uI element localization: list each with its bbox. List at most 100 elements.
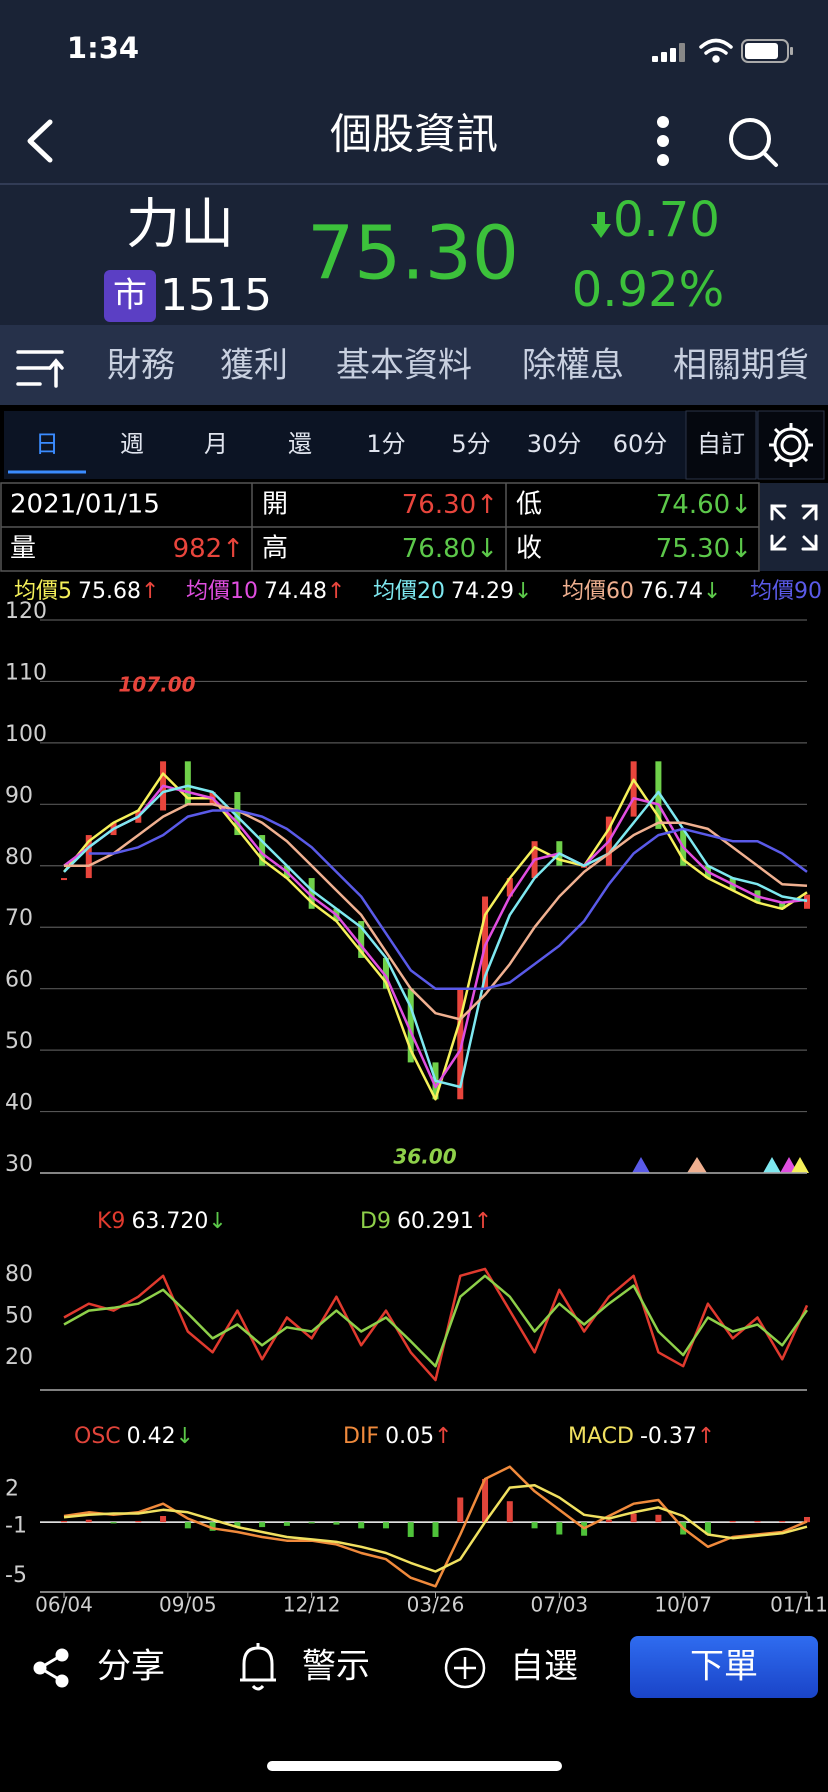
legend-arrow: ↓ <box>208 1209 226 1234</box>
legend-entry: MACD -0.37↑ <box>568 1424 715 1449</box>
tab[interactable]: 財務 <box>107 346 175 386</box>
osc-bar <box>754 1520 761 1523</box>
period-tab[interactable]: 月 <box>204 430 228 458</box>
legend-name: 均價20 <box>373 579 445 604</box>
ohlc-label: 量 <box>10 534 36 564</box>
osc-bar <box>110 1522 117 1524</box>
page-title: 個股資訊 <box>330 110 498 159</box>
y-tick-label: -5 <box>5 1563 27 1588</box>
legend-entry: 均價10 74.48↑ <box>186 579 345 604</box>
candle <box>779 902 786 909</box>
ohlc-number: 982 <box>173 534 223 564</box>
ohlc-number: 74.60 <box>656 490 730 520</box>
ohlc-value: 75.30↓ <box>656 534 752 564</box>
legend-name: K9 <box>97 1209 125 1234</box>
stock-price: 75.30 <box>307 211 519 297</box>
y-tick-label: 80 <box>5 845 33 870</box>
menu-button[interactable] <box>16 350 64 388</box>
osc-bar <box>234 1522 241 1528</box>
signal-icon <box>652 43 685 62</box>
period-tab[interactable]: 週 <box>120 430 144 458</box>
period-tab[interactable]: 日 <box>35 430 59 458</box>
y-tick-label: 50 <box>5 1029 33 1054</box>
ohlc-arrow: ↑ <box>476 490 498 520</box>
more-button[interactable] <box>657 116 669 166</box>
settings-box[interactable] <box>757 410 825 480</box>
settings-icon <box>769 423 813 467</box>
candle <box>630 761 637 817</box>
candle <box>482 896 489 989</box>
osc-bar <box>432 1522 439 1537</box>
candle <box>655 761 662 829</box>
content-bg <box>0 405 828 1792</box>
period-tab[interactable]: 還 <box>288 430 312 458</box>
legend-name: D9 <box>360 1209 391 1234</box>
candle <box>407 988 414 1063</box>
osc-bar <box>779 1520 786 1523</box>
osc-bar <box>704 1522 711 1535</box>
order-label[interactable]: 下單 <box>690 1647 758 1687</box>
legend-entry: OSC 0.42↓ <box>74 1424 194 1449</box>
alert-label[interactable]: 警示 <box>302 1647 370 1687</box>
watchlist-label[interactable]: 自選 <box>510 1647 578 1687</box>
legend-entry: 均價5 75.68↑ <box>14 579 159 604</box>
ohlc-label: 收 <box>516 534 542 564</box>
osc-bar <box>382 1522 389 1529</box>
x-tick-label: 01/11 <box>770 1593 828 1617</box>
tab[interactable]: 獲利 <box>220 346 288 386</box>
legend-name: DIF <box>343 1424 379 1449</box>
tab[interactable]: 除權息 <box>522 346 624 386</box>
osc-bar <box>308 1522 315 1524</box>
legend-value: 0.05 <box>385 1424 434 1449</box>
series-line <box>63 1274 809 1368</box>
x-tick-label: 10/07 <box>654 1593 712 1617</box>
osc-bar <box>457 1497 464 1523</box>
osc-bar <box>556 1522 563 1535</box>
osc-bar <box>605 1519 612 1523</box>
alert-icon[interactable] <box>240 1643 276 1691</box>
tab-bar-bg <box>0 325 828 405</box>
status-time: 1:34 <box>67 31 139 65</box>
period-tab[interactable]: 60分 <box>613 430 668 458</box>
legend-name: 均價90 <box>750 579 822 604</box>
ohlc-number: 75.30 <box>656 534 730 564</box>
tab[interactable]: 基本資料 <box>336 346 472 386</box>
candle <box>259 835 266 866</box>
series-line <box>63 1465 808 1588</box>
ohlc-value: 982↑ <box>173 534 244 564</box>
series-line <box>63 1483 808 1573</box>
stock-name: 力山 <box>126 193 234 256</box>
annotation: 107.00 <box>118 672 195 696</box>
expand-box[interactable] <box>760 483 828 571</box>
osc-bar <box>160 1516 167 1523</box>
back-button[interactable] <box>27 119 53 163</box>
period-tab[interactable]: 1分 <box>366 430 405 458</box>
legend-value: 60.291 <box>397 1209 474 1234</box>
legend-name: 均價10 <box>186 579 258 604</box>
osc-bar <box>407 1522 414 1537</box>
order-button[interactable] <box>630 1636 818 1698</box>
legend-name: OSC <box>74 1424 121 1449</box>
tab[interactable]: 相關期貨 <box>673 346 809 386</box>
y-tick-label: 20 <box>5 1345 33 1370</box>
legend-entry: DIF 0.05↑ <box>343 1424 453 1449</box>
period-tab[interactable]: 30分 <box>527 430 582 458</box>
battery-icon <box>741 39 793 63</box>
ohlc-value: 74.60↓ <box>656 490 752 520</box>
series-line <box>88 809 808 990</box>
period-tab[interactable]: 5分 <box>451 430 490 458</box>
x-tick-label: 12/12 <box>283 1593 341 1617</box>
market-badge <box>104 270 156 322</box>
share-label[interactable]: 分享 <box>97 1647 165 1687</box>
period-tab[interactable]: 自訂 <box>697 430 745 458</box>
legend-entry: 均價90 <box>750 579 822 604</box>
osc-bar <box>61 1520 67 1523</box>
watchlist-icon[interactable] <box>444 1647 486 1689</box>
share-icon[interactable] <box>33 1648 69 1688</box>
candle <box>804 894 810 909</box>
y-tick-label: 30 <box>5 1152 33 1177</box>
search-button[interactable] <box>729 118 778 167</box>
legend-arrow: ↑ <box>327 579 345 604</box>
ohlc-arrow: ↑ <box>222 534 244 564</box>
